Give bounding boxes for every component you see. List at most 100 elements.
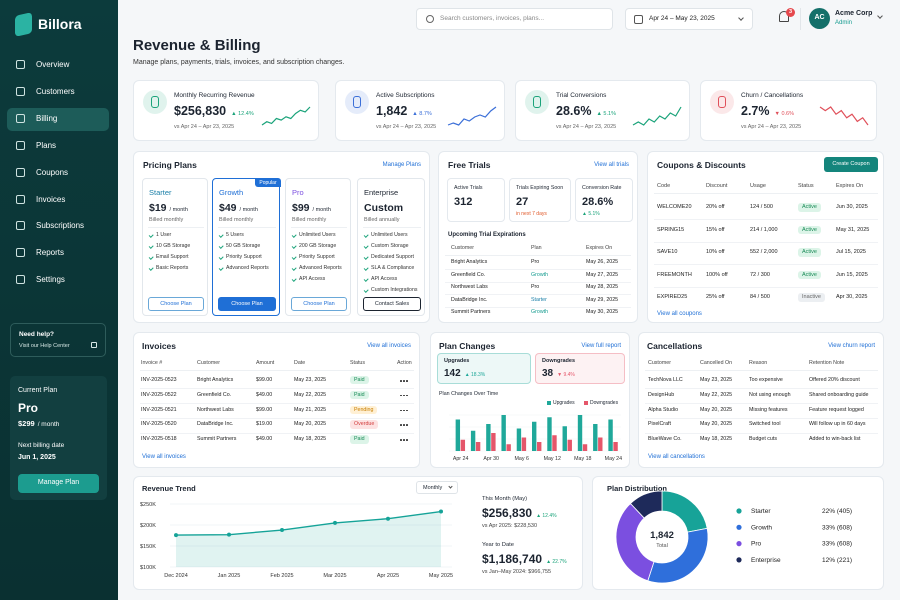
table-cell: May 31, 2025	[836, 226, 870, 233]
action-dot[interactable]	[403, 424, 405, 426]
nav-item[interactable]: Plans	[36, 140, 57, 150]
plan-price-row: $99/ month	[292, 202, 350, 216]
action-dot[interactable]	[406, 409, 408, 412]
avatar[interactable]: AC	[809, 8, 830, 29]
action-dot[interactable]	[400, 439, 402, 441]
chart-svg	[632, 106, 682, 126]
link[interactable]: Manage Plans	[382, 162, 421, 168]
plan-button[interactable]: Choose Plan	[291, 297, 347, 311]
plan-button[interactable]: Choose Plan	[148, 297, 204, 311]
nav-item[interactable]: Settings	[36, 275, 65, 285]
chart-svg	[261, 106, 311, 126]
kpi-label: Active Subscriptions	[376, 92, 435, 99]
kpi-value-row: 1,842 ▲ 8.7%	[376, 104, 486, 120]
date-range-picker[interactable]: Apr 24 – May 23, 2025	[625, 8, 753, 30]
value-label: 33% (608)	[822, 524, 852, 531]
plan-button[interactable]: Choose Plan	[218, 297, 276, 311]
nav-item[interactable]: Billing	[36, 113, 58, 123]
table-cell: 72 / 300	[750, 271, 770, 278]
card: Pricing Plans Manage Plans Starter $19/ mon…	[133, 151, 430, 323]
link[interactable]: View churn report	[828, 343, 875, 349]
help-link[interactable]: Visit our Help Center	[19, 343, 70, 349]
action-dot[interactable]	[406, 394, 408, 397]
action-dot[interactable]	[400, 424, 402, 426]
action-dot[interactable]	[400, 380, 402, 382]
section-title: Upcoming Trial Expirations	[448, 232, 526, 238]
table-cell: INV-2025-0520	[141, 421, 177, 428]
action-dot[interactable]	[406, 424, 408, 426]
table-cell: FREEMONTH	[657, 271, 692, 278]
kpi-compare: vs Apr 24 – Apr 23, 2025	[556, 124, 617, 130]
stat-value: 38	[542, 368, 554, 379]
plan-button[interactable]: Contact Sales	[363, 297, 421, 311]
check-icon	[363, 265, 369, 271]
table-cell: BlueWave Co.	[648, 436, 682, 443]
nav-item[interactable]: Customers	[36, 86, 75, 96]
table-cell: Bright Analytics	[197, 377, 234, 383]
sparkline	[261, 106, 311, 126]
action-dot[interactable]	[406, 439, 408, 441]
stat-value: 142	[444, 368, 461, 379]
donut-total-label: Total	[656, 543, 668, 549]
table-cell: Added to win-back list	[809, 436, 861, 443]
nav-item[interactable]: Invoices	[36, 194, 66, 204]
action-dot[interactable]	[400, 394, 402, 397]
create-coupon-button[interactable]: Create Coupon	[824, 157, 878, 172]
table-cell: Paid	[350, 435, 369, 444]
action-dot[interactable]	[403, 409, 405, 412]
stat-value: 312	[454, 196, 473, 208]
stat-label: Trials Expiring Soon	[516, 185, 564, 191]
badge: Popular	[255, 178, 281, 187]
value-label: 12% (221)	[822, 557, 852, 564]
link[interactable]: View all cancellations	[648, 454, 705, 460]
plan-feature: SLA & Compliance	[371, 265, 415, 271]
check-icon	[218, 254, 224, 260]
stat-value: 27	[516, 196, 529, 208]
nav-item[interactable]: Subscriptions	[36, 221, 85, 231]
link[interactable]: View all invoices	[142, 454, 186, 460]
link[interactable]: View all trials	[594, 162, 629, 168]
donut-hole	[637, 512, 687, 562]
table-cell: May 22, 2025	[294, 391, 327, 398]
table-cell: Active	[798, 225, 821, 235]
action-dot[interactable]	[403, 394, 405, 397]
search-box[interactable]: Search customers, invoices, plans...	[416, 8, 613, 30]
nav-item[interactable]: Reports	[36, 248, 65, 258]
button-label: Choose Plan	[231, 300, 263, 307]
divider	[654, 241, 878, 243]
nav-item[interactable]: Overview	[36, 60, 70, 69]
nav-icon	[16, 140, 25, 150]
link[interactable]: View all coupons	[657, 311, 702, 317]
table-cell: Jun 30, 2025	[836, 204, 868, 210]
kpi-change: ▲ 5.1%	[596, 111, 616, 117]
action-dot[interactable]	[406, 380, 408, 382]
link[interactable]: View all invoices	[367, 343, 411, 349]
column-header: Expires On	[836, 183, 864, 189]
check-icon	[363, 276, 369, 282]
action-dot[interactable]	[403, 380, 405, 382]
manage-plan-button[interactable]: Manage Plan	[18, 474, 99, 493]
period-dropdown[interactable]: Monthly	[416, 481, 458, 494]
legend-label: Downgrades	[590, 399, 619, 406]
column-header: Invoice #	[141, 360, 163, 366]
link[interactable]: View full report	[581, 343, 621, 349]
action-dot[interactable]	[403, 439, 405, 441]
table-cell: 124 / 500	[750, 204, 773, 210]
value-label: 22% (405)	[822, 508, 852, 515]
check-icon	[291, 232, 297, 238]
stat-label: Upgrades	[444, 358, 470, 364]
nav-item[interactable]: Coupons	[36, 167, 69, 177]
action-dot[interactable]	[400, 409, 402, 412]
table-cell: 15% off	[706, 226, 725, 233]
nav-active-bg	[7, 107, 109, 131]
avatar-initials: AC	[814, 14, 825, 22]
check-icon	[218, 265, 224, 271]
column-header: Expires On	[586, 245, 613, 251]
sparkline	[632, 106, 682, 126]
plan-feature: 50 GB Storage	[226, 243, 261, 249]
table-cell: Jun 15, 2025	[836, 271, 868, 278]
legend-label: Enterprise	[751, 557, 781, 564]
card: Plan Distribution Starter 22% (405) Growth 3…	[592, 476, 884, 590]
divider	[645, 432, 878, 434]
help-title: Need help?	[19, 331, 55, 338]
